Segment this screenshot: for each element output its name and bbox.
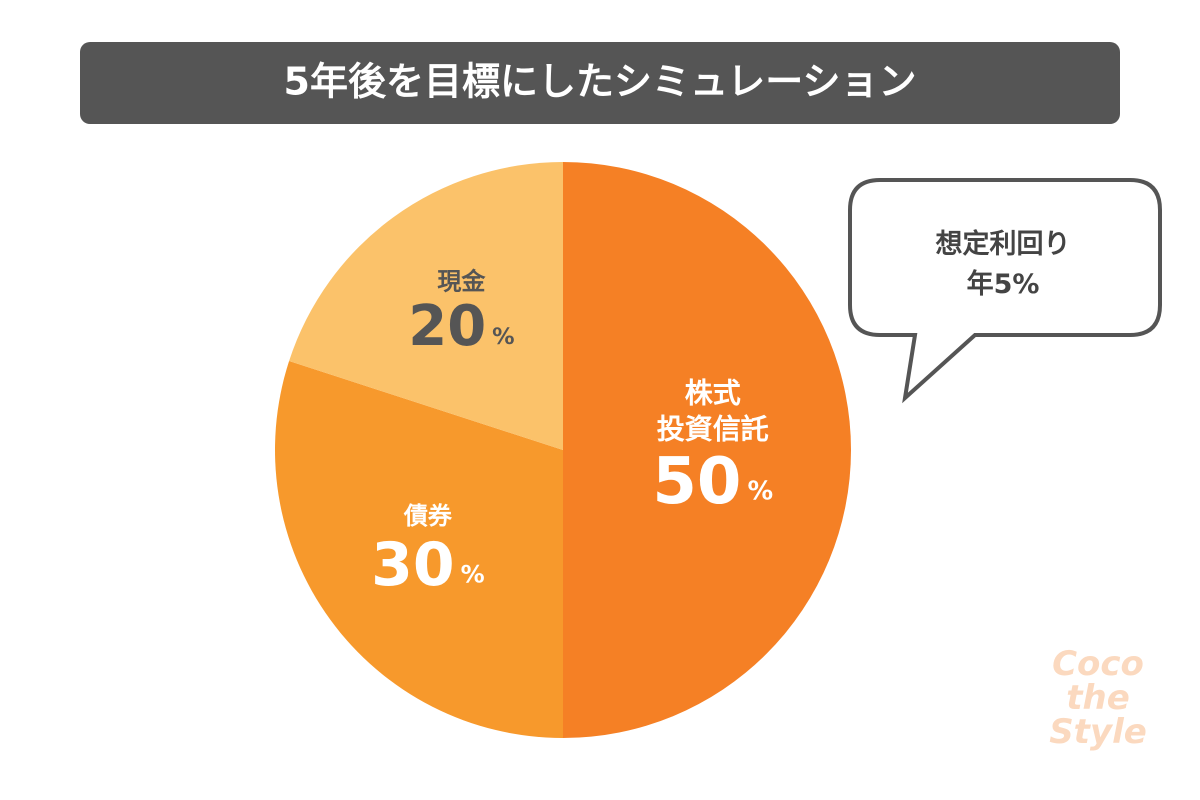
title-bar bbox=[80, 42, 1120, 124]
category-label: 債券 bbox=[403, 502, 453, 530]
speech-bubble bbox=[848, 178, 1162, 404]
value-label: 20% bbox=[408, 294, 514, 359]
category-label: 株式投資信託 bbox=[657, 377, 769, 446]
chart-title: 5年後を目標にしたシミュレーション bbox=[284, 60, 917, 104]
pie-slice bbox=[275, 361, 563, 738]
watermark: Coco the Style bbox=[1049, 644, 1147, 752]
annotation: 想定利回り年5% bbox=[936, 228, 1071, 300]
pie-slice bbox=[289, 162, 563, 450]
pie-slice bbox=[563, 162, 851, 738]
value-label: 50% bbox=[652, 445, 773, 519]
value-label: 30% bbox=[371, 530, 485, 600]
category-label: 現金 bbox=[437, 268, 486, 296]
